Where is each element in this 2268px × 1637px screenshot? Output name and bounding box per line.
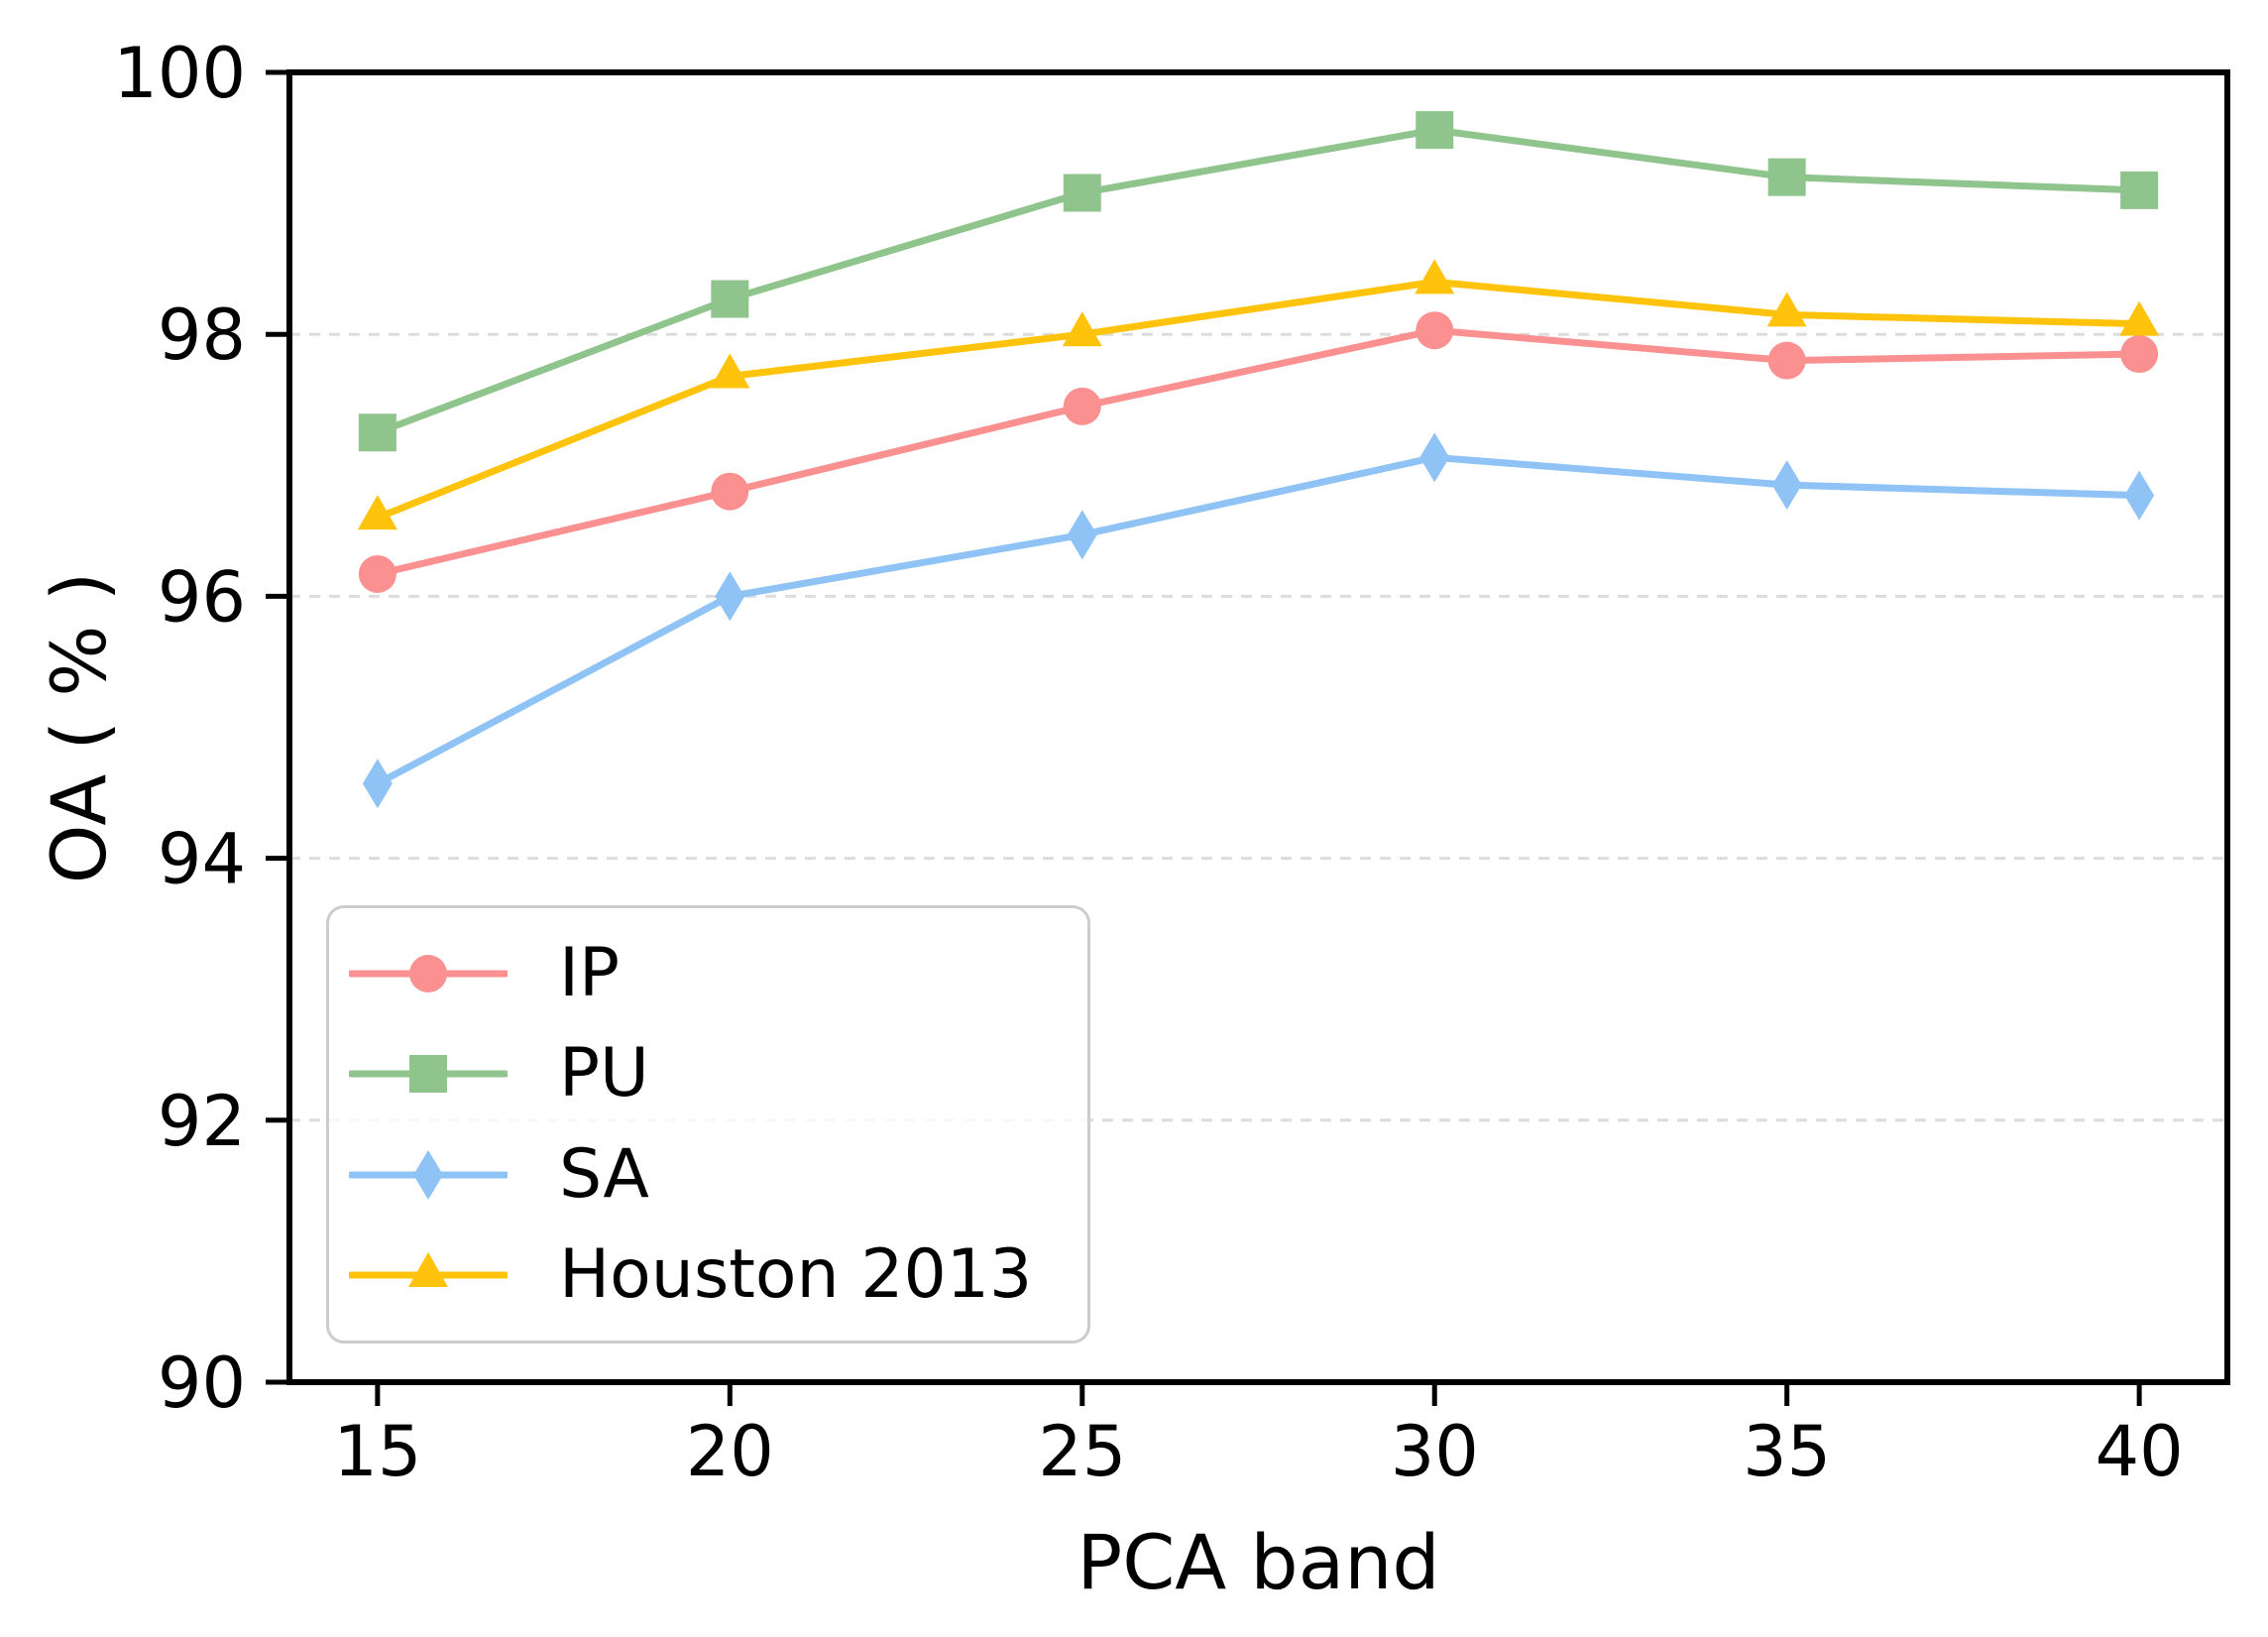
x-tick-label: 20 [686,1411,774,1492]
legend-label-pu: PU [559,1034,649,1113]
y-tick-label: 98 [158,294,246,376]
data-point-ip [2120,335,2159,374]
data-point-pu [1767,158,1806,196]
data-point-pu [1063,174,1101,212]
legend-swatch-sa-diamond-icon [349,1149,508,1200]
legend-label-ip: IP [559,934,621,1013]
x-tick-label: 30 [1391,1411,1479,1492]
data-point-pu [358,413,397,452]
y-tick-label: 94 [158,819,246,900]
data-point-sa [2124,470,2155,521]
legend-swatch-ip-circle-icon [349,955,508,994]
data-point-ip [711,472,749,511]
data-point-pu [2120,171,2159,209]
data-point-houston-2013 [710,353,750,389]
plot-border [286,69,2230,1385]
x-axis-label: PCA band [1077,1518,1440,1606]
data-point-pu [1416,111,1454,150]
data-point-ip [1416,311,1454,350]
data-point-houston-2013 [1415,259,1455,294]
data-point-sa [1419,432,1450,483]
data-point-houston-2013 [1766,292,1807,327]
x-tick-label: 25 [1038,1411,1126,1492]
legend: IP PU SA Houston 2013 [326,905,1090,1344]
data-point-sa [1067,510,1097,560]
legend-swatch-houston-triangle-icon [349,1251,508,1287]
series-line-ip [374,326,2143,578]
legend-item-sa: SA [349,1140,1087,1210]
data-point-pu [711,280,749,318]
data-point-ip [1767,341,1806,380]
data-point-sa [1771,460,1802,511]
legend-marker-circle-icon [409,955,447,994]
legend-item-ip: IP [349,939,1087,1008]
legend-item-pu: PU [349,1039,1087,1109]
y-tick-label: 92 [158,1081,246,1162]
legend-marker-diamond-icon [413,1149,443,1200]
data-point-ip [1063,387,1101,425]
y-tick-label: 90 [158,1343,246,1424]
legend-label-sa: SA [559,1134,649,1214]
legend-label-houston-2013: Houston 2013 [559,1234,1033,1314]
data-point-houston-2013 [1062,311,1102,347]
data-point-houston-2013 [357,495,397,530]
data-point-houston-2013 [2119,300,2160,336]
x-tick-label: 15 [333,1411,421,1492]
x-tick-label: 40 [2096,1411,2184,1492]
series-line-houston-2013 [374,278,2143,522]
x-tick-label: 35 [1743,1411,1831,1492]
y-tick-label: 96 [158,556,246,638]
data-point-ip [358,554,397,593]
legend-swatch-pu-square-icon [349,1055,508,1094]
y-tick-label: 100 [113,33,246,114]
y-axis-label: OA ( % ) [35,571,123,884]
legend-marker-square-icon [409,1055,447,1094]
legend-item-houston-2013: Houston 2013 [349,1240,1087,1310]
legend-marker-triangle-icon [408,1251,448,1287]
series-line-pu [374,126,2143,436]
data-point-sa [715,571,745,622]
series-line-sa [374,453,2143,787]
data-point-sa [362,759,393,809]
